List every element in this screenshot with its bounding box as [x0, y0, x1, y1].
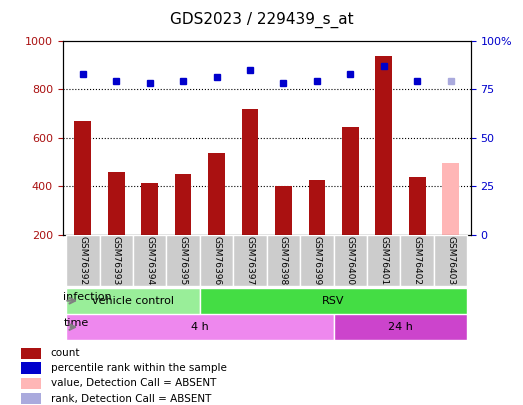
FancyBboxPatch shape	[233, 235, 267, 286]
Text: percentile rank within the sample: percentile rank within the sample	[51, 363, 226, 373]
Text: GSM76394: GSM76394	[145, 236, 154, 285]
Bar	[409, 177, 426, 235]
Text: GSM76393: GSM76393	[112, 236, 121, 285]
FancyBboxPatch shape	[200, 288, 468, 314]
FancyBboxPatch shape	[267, 235, 300, 286]
Text: GSM76392: GSM76392	[78, 236, 87, 285]
Bar	[442, 163, 459, 235]
Bar	[20, 347, 41, 358]
FancyBboxPatch shape	[99, 235, 133, 286]
Text: GDS2023 / 229439_s_at: GDS2023 / 229439_s_at	[169, 12, 354, 28]
Text: RSV: RSV	[322, 296, 345, 306]
Bar	[376, 56, 392, 235]
Text: time: time	[63, 318, 89, 328]
Text: GSM76396: GSM76396	[212, 236, 221, 285]
FancyBboxPatch shape	[334, 314, 468, 340]
Text: infection: infection	[63, 292, 112, 302]
Text: GSM76395: GSM76395	[179, 236, 188, 285]
Text: value, Detection Call = ABSENT: value, Detection Call = ABSENT	[51, 378, 216, 388]
FancyBboxPatch shape	[66, 288, 200, 314]
Text: GSM76398: GSM76398	[279, 236, 288, 285]
Text: 4 h: 4 h	[191, 322, 209, 332]
Bar	[20, 378, 41, 389]
Bar	[309, 180, 325, 235]
Text: GSM76400: GSM76400	[346, 236, 355, 285]
Text: GSM76397: GSM76397	[245, 236, 255, 285]
FancyBboxPatch shape	[166, 235, 200, 286]
FancyBboxPatch shape	[367, 235, 401, 286]
FancyBboxPatch shape	[401, 235, 434, 286]
Bar	[108, 172, 124, 235]
Text: GSM76402: GSM76402	[413, 236, 422, 285]
Text: GSM76403: GSM76403	[446, 236, 455, 285]
FancyBboxPatch shape	[66, 235, 99, 286]
FancyBboxPatch shape	[133, 235, 166, 286]
FancyBboxPatch shape	[66, 314, 334, 340]
Text: GSM76399: GSM76399	[312, 236, 322, 285]
FancyBboxPatch shape	[334, 235, 367, 286]
FancyBboxPatch shape	[200, 235, 233, 286]
Text: 24 h: 24 h	[388, 322, 413, 332]
Bar	[208, 153, 225, 235]
Text: vehicle control: vehicle control	[92, 296, 174, 306]
Bar	[242, 109, 258, 235]
Text: count: count	[51, 348, 80, 358]
Bar	[175, 174, 191, 235]
Text: GSM76401: GSM76401	[379, 236, 388, 285]
Bar	[20, 362, 41, 374]
Bar	[275, 186, 292, 235]
Bar	[20, 393, 41, 405]
FancyBboxPatch shape	[300, 235, 334, 286]
Bar	[74, 121, 91, 235]
FancyBboxPatch shape	[434, 235, 468, 286]
Bar	[141, 183, 158, 235]
Text: rank, Detection Call = ABSENT: rank, Detection Call = ABSENT	[51, 394, 211, 404]
Bar	[342, 127, 359, 235]
